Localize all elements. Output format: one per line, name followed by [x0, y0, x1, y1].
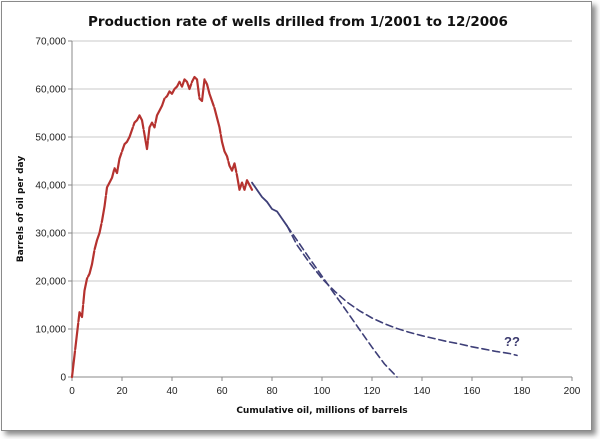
- x-tick-label: 40: [166, 386, 178, 397]
- x-tick-label: 0: [69, 386, 75, 397]
- chart-frame: [1, 1, 592, 431]
- x-tick-label: 140: [414, 386, 431, 397]
- question-annotation: ??: [504, 334, 520, 349]
- series-line-3: [286, 225, 398, 378]
- y-tick-label: 70,000: [35, 37, 66, 48]
- x-tick-label: 120: [364, 386, 381, 397]
- data-series: [70, 75, 518, 379]
- series-line-2: [286, 225, 518, 357]
- x-tick-label: 20: [116, 386, 128, 397]
- x-tick-label: 160: [464, 386, 481, 397]
- x-tick-label: 200: [564, 386, 581, 397]
- y-tick-label: 0: [60, 373, 66, 384]
- y-axis-label: Barrels of oil per day: [16, 156, 26, 263]
- y-tick-labels: 0 10,000 20,000 30,000 40,000 50,000 60,000 70,…: [35, 37, 66, 384]
- chart-title: Production rate of wells drilled from 1/…: [88, 14, 508, 30]
- gridlines: [72, 40, 572, 330]
- y-tick-label: 60,000: [35, 85, 66, 96]
- x-axis-label: Cumulative oil, millions of barrels: [236, 406, 407, 416]
- x-tick-label: 100: [314, 386, 331, 397]
- x-tick-label: 80: [266, 386, 278, 397]
- series-line-1: [251, 181, 288, 227]
- y-tick-label: 20,000: [35, 277, 66, 288]
- axes: [68, 40, 573, 381]
- y-tick-label: 40,000: [35, 181, 66, 192]
- x-tick-labels: 0 20 40 60 80 100 120 140 160 180 200: [69, 386, 581, 397]
- series-line-0: [70, 75, 254, 379]
- x-tick-label: 60: [216, 386, 228, 397]
- y-tick-label: 50,000: [35, 133, 66, 144]
- x-tick-label: 180: [514, 386, 531, 397]
- y-tick-label: 10,000: [35, 325, 66, 336]
- y-tick-label: 30,000: [35, 229, 66, 240]
